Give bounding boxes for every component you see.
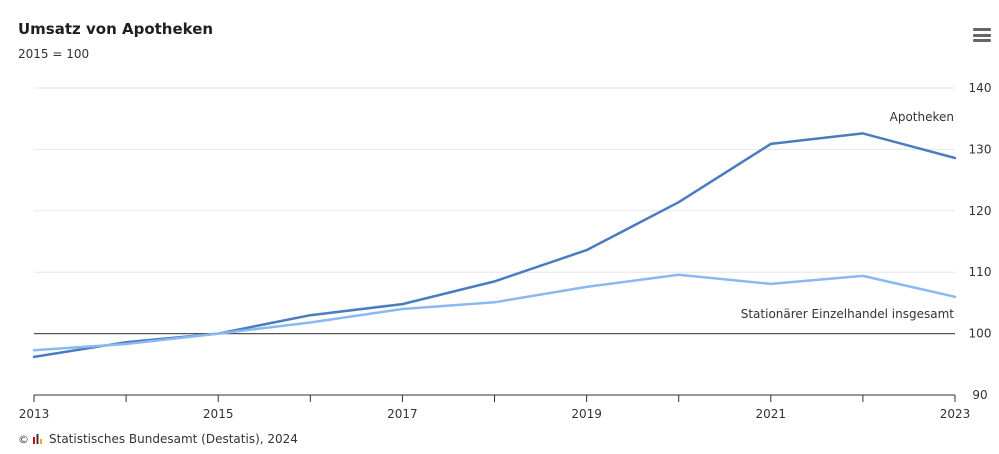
- destatis-logo-icon: [33, 434, 42, 444]
- copyright-symbol: ©: [18, 432, 29, 446]
- series-line-apotheken: [32, 132, 957, 359]
- series-lines: [32, 132, 957, 359]
- y-tick-label: 110: [969, 265, 992, 279]
- y-tick-label: 100: [969, 327, 992, 341]
- series-label-einzelhandel: Stationärer Einzelhandel insgesamt: [741, 307, 955, 321]
- x-tick-label: 2015: [203, 407, 234, 421]
- x-tick-label: 2017: [387, 407, 418, 421]
- hamburger-menu-icon[interactable]: [973, 28, 991, 42]
- x-tick-label: 2019: [571, 407, 602, 421]
- chart-subtitle: 2015 = 100: [18, 47, 90, 61]
- y-tick-label: 130: [969, 142, 992, 156]
- series-line-einzelhandel: [32, 273, 957, 352]
- x-tick-label: 2021: [756, 407, 787, 421]
- grid-lines: [34, 87, 955, 273]
- source-text: Statistisches Bundesamt (Destatis), 2024: [49, 432, 298, 446]
- series-label-apotheken: Apotheken: [890, 110, 954, 124]
- axes: 90 100 110 120 130 140 2013 2015 2017 2019 2021 202…: [19, 81, 992, 421]
- chart-title: Umsatz von Apotheken: [18, 20, 214, 38]
- line-chart: 90 100 110 120 130 140 2013 2015 2017 2019 2021 202…: [19, 81, 992, 421]
- y-tick-label: 140: [969, 81, 992, 95]
- series-labels: Apotheken Stationärer Einzelhandel insges…: [741, 110, 955, 321]
- y-tick-label: 120: [969, 204, 992, 218]
- source-credit: © Statistisches Bundesamt (Destatis), 20…: [18, 432, 298, 446]
- x-tick-label: 2013: [19, 407, 50, 421]
- y-tick-label: 90: [972, 388, 987, 402]
- x-tick-label: 2023: [940, 407, 971, 421]
